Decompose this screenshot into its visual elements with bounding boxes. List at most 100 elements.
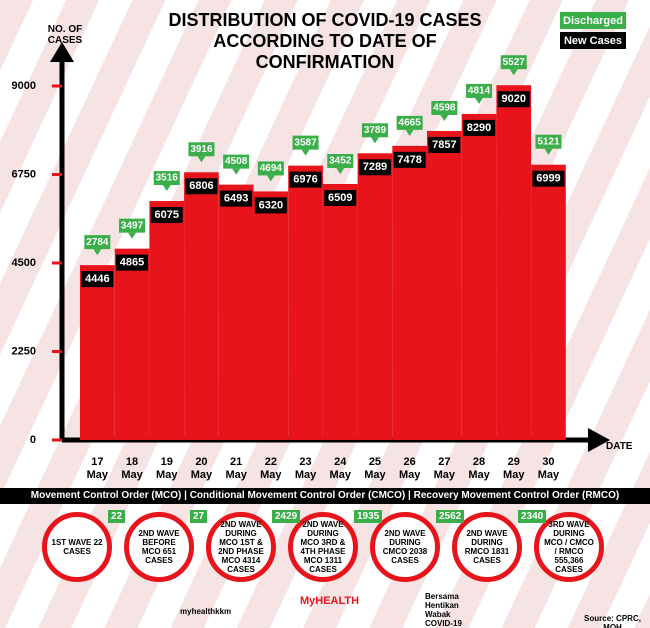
new-cases-box	[497, 91, 530, 108]
new-cases-box	[324, 189, 357, 206]
discharged-tag	[188, 142, 215, 157]
tag-pointer	[370, 137, 379, 144]
bar	[253, 191, 289, 440]
new-cases-label: 4446	[85, 273, 109, 285]
bar	[80, 265, 115, 440]
new-cases-box	[185, 178, 218, 195]
wave-badge: 2340	[518, 510, 547, 523]
brand: MyHEALTH	[300, 595, 360, 607]
discharged-tag	[119, 218, 146, 233]
new-cases-label: 6976	[293, 174, 317, 186]
discharged-label: 3916	[190, 144, 213, 155]
x-tick-label: 30 May	[537, 456, 560, 481]
tag-pointer	[93, 249, 102, 256]
y-axis-label: NO. OF CASES	[47, 24, 83, 46]
x-tick-label: 25 May	[364, 456, 386, 481]
discharged-label: 2784	[86, 237, 109, 248]
title-line: ACCORDING TO DATE OF CONFIRMATION	[213, 31, 437, 72]
new-cases-label: 6075	[155, 209, 179, 221]
discharged-label: 4694	[260, 163, 283, 174]
tag-pointer	[162, 185, 171, 192]
y-arrow	[50, 42, 74, 62]
discharged-label: 3497	[121, 220, 144, 231]
source: Source: CPRC, MOH	[584, 614, 641, 628]
discharged-tag	[292, 135, 319, 150]
tag-pointer	[336, 167, 345, 174]
wave-badge: 1935	[354, 510, 383, 523]
wave-badge: 22	[108, 510, 126, 523]
new-cases-box	[463, 119, 496, 136]
bar	[218, 184, 254, 440]
discharged-tag	[153, 171, 180, 186]
wave-badge: 2429	[272, 510, 301, 523]
new-cases-box	[532, 170, 565, 187]
x-tick-label: 23 May	[294, 456, 317, 481]
tag-pointer	[544, 148, 553, 155]
legend-swatch	[560, 32, 626, 49]
discharged-label: 4814	[468, 86, 491, 97]
new-cases-label: 6509	[328, 192, 352, 204]
wave-circle: 2ND WAVE DURING MCO 1ST & 2ND PHASE MCO …	[206, 512, 276, 582]
wave-badge: 2562	[436, 510, 465, 523]
band: Movement Control Order (MCO) | Condition…	[0, 488, 650, 504]
discharged-tag	[431, 100, 458, 115]
x-tick-label: 20 May	[190, 456, 213, 481]
wave-circle: 1ST WAVE 22 CASES	[42, 512, 112, 582]
new-cases-label: 7478	[397, 154, 421, 166]
discharged-tag	[84, 235, 111, 250]
tag-pointer	[509, 69, 518, 76]
new-cases-box	[393, 151, 426, 168]
discharged-tag	[361, 123, 388, 138]
tag-pointer	[128, 232, 137, 239]
new-cases-box	[358, 159, 391, 176]
bar	[288, 165, 323, 441]
x-axis-label: DATE	[606, 441, 633, 452]
bar	[114, 248, 150, 440]
new-cases-box	[116, 254, 149, 271]
new-cases-label: 6320	[259, 199, 283, 211]
discharged-label: 4598	[433, 103, 456, 114]
bar	[322, 183, 358, 440]
campaign: Bersama Hentikan Wabak COVID-19	[425, 592, 462, 628]
x-tick-label: 28 May	[468, 456, 490, 481]
tag-pointer	[475, 97, 484, 104]
new-cases-box	[254, 197, 287, 214]
legend-label: Discharged	[563, 15, 623, 27]
y-tick-label: 6750	[12, 168, 36, 180]
discharged-label: 4665	[399, 118, 422, 129]
discharged-tag	[223, 154, 250, 169]
title-line: DISTRIBUTION OF COVID-19 CASES	[168, 10, 482, 30]
new-cases-label: 7857	[432, 139, 456, 151]
x-tick-label: 18 May	[121, 456, 143, 481]
new-cases-box	[81, 271, 114, 288]
new-cases-box	[150, 207, 183, 224]
wave-circle: 2ND WAVE BEFORE MCO 651 CASES	[124, 512, 194, 582]
discharged-label: 5121	[537, 136, 560, 147]
discharged-tag	[396, 115, 423, 130]
bar	[461, 113, 497, 440]
discharged-label: 3452	[329, 156, 352, 167]
legend-label: New Cases	[564, 35, 622, 47]
new-cases-label: 6999	[536, 173, 560, 185]
wave-badge: 27	[190, 510, 208, 523]
tag-pointer	[440, 114, 449, 121]
discharged-tag	[327, 153, 354, 168]
bar	[531, 164, 566, 440]
bar	[427, 130, 462, 440]
tag-pointer	[266, 175, 275, 182]
discharged-tag	[257, 161, 284, 176]
discharged-label: 3516	[156, 173, 179, 184]
new-cases-label: 8290	[467, 122, 491, 134]
wave-circle: 3RD WAVE DURING MCO / CMCO / RMCO 555,36…	[534, 512, 604, 582]
new-cases-label: 9020	[502, 93, 526, 105]
discharged-label: 3587	[294, 137, 317, 148]
tag-pointer	[232, 168, 241, 175]
discharged-label: 4508	[225, 156, 248, 167]
new-cases-label: 6806	[189, 180, 213, 192]
x-tick-label: 17 May	[86, 456, 109, 481]
discharged-tag	[535, 134, 562, 149]
discharged-label: 5527	[503, 57, 526, 68]
chart-title: DISTRIBUTION OF COVID-19 CASES ACCORDING…	[150, 10, 500, 73]
new-cases-label: 4865	[120, 257, 144, 269]
